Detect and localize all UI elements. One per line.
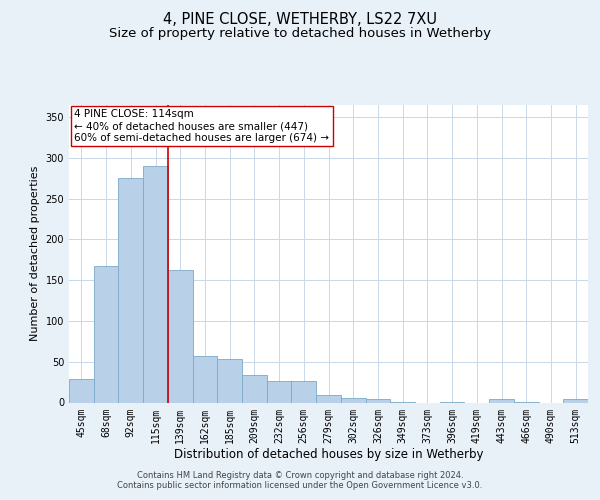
Text: 4 PINE CLOSE: 114sqm
← 40% of detached houses are smaller (447)
60% of semi-deta: 4 PINE CLOSE: 114sqm ← 40% of detached h…	[74, 110, 329, 142]
Bar	[193, 356, 217, 403]
Bar	[292, 382, 316, 402]
Bar	[267, 382, 292, 402]
X-axis label: Distribution of detached houses by size in Wetherby: Distribution of detached houses by size …	[174, 448, 483, 461]
Bar	[118, 178, 143, 402]
Bar	[143, 166, 168, 402]
Bar	[341, 398, 365, 402]
Bar	[217, 360, 242, 403]
Bar	[69, 379, 94, 402]
Text: Contains public sector information licensed under the Open Government Licence v3: Contains public sector information licen…	[118, 482, 482, 490]
Text: Size of property relative to detached houses in Wetherby: Size of property relative to detached ho…	[109, 28, 491, 40]
Bar	[242, 375, 267, 402]
Bar	[489, 399, 514, 402]
Text: 4, PINE CLOSE, WETHERBY, LS22 7XU: 4, PINE CLOSE, WETHERBY, LS22 7XU	[163, 12, 437, 28]
Bar	[168, 270, 193, 402]
Text: Contains HM Land Registry data © Crown copyright and database right 2024.: Contains HM Land Registry data © Crown c…	[137, 472, 463, 480]
Y-axis label: Number of detached properties: Number of detached properties	[30, 166, 40, 342]
Bar	[365, 399, 390, 402]
Bar	[563, 399, 588, 402]
Bar	[94, 266, 118, 402]
Bar	[316, 395, 341, 402]
